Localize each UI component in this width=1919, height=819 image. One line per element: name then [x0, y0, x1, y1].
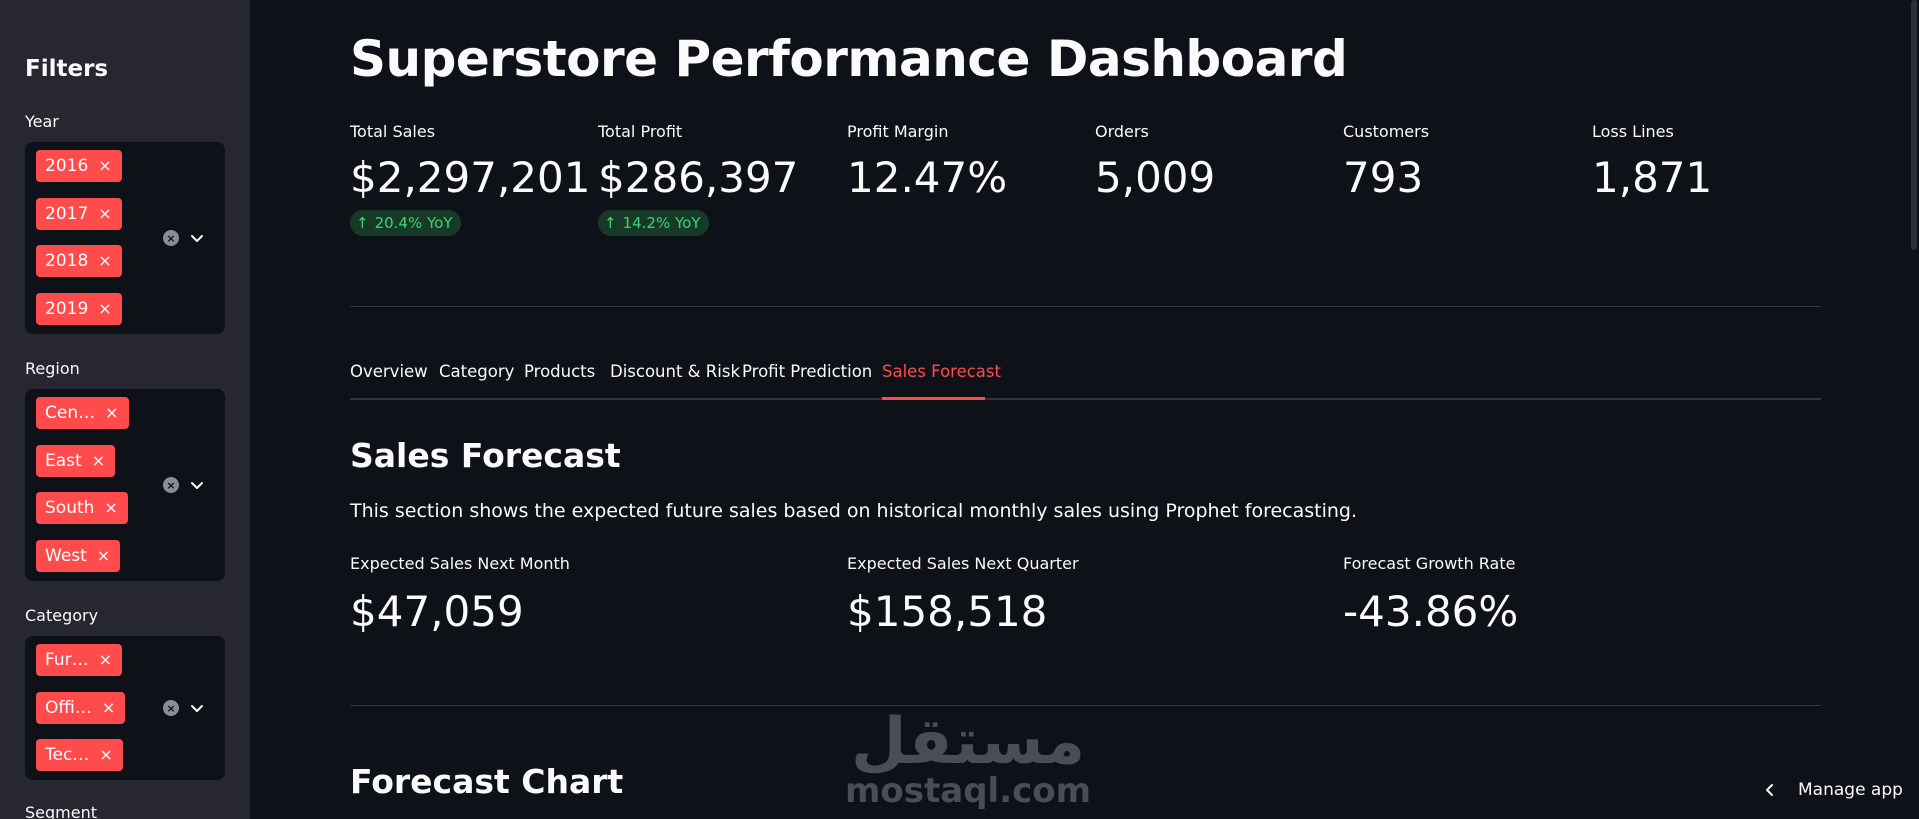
kpi-value: 793	[1343, 153, 1424, 202]
chip-year-2019[interactable]: 2019 ×	[36, 293, 122, 325]
chip-year-2016[interactable]: 2016 ×	[36, 150, 122, 182]
close-icon[interactable]: ×	[96, 546, 111, 565]
active-tab-indicator	[882, 397, 985, 400]
metric-value: -43.86%	[1343, 587, 1519, 636]
close-icon[interactable]: ×	[98, 156, 112, 175]
kpi-value: $2,297,201	[350, 153, 591, 202]
metric-value: $158,518	[847, 587, 1048, 636]
sidebar: Filters Year 2016 × 2017 × 2018 × 2019 × × R…	[0, 0, 250, 819]
kpi-delta-badge: ↑ 14.2% YoY	[598, 210, 709, 236]
close-icon[interactable]: ×	[101, 698, 116, 717]
tab-overview[interactable]: Overview	[350, 362, 428, 381]
clear-all-icon[interactable]: ×	[163, 230, 179, 246]
tab-products[interactable]: Products	[524, 362, 596, 381]
divider	[350, 306, 1821, 307]
close-icon[interactable]: ×	[105, 403, 119, 422]
close-icon[interactable]: ×	[104, 498, 118, 517]
kpi-total-profit: Total Profit $286,397 ↑ 14.2% YoY	[598, 122, 838, 236]
kpi-delta-badge: ↑ 20.4% YoY	[350, 210, 461, 236]
tab-profit-prediction[interactable]: Profit Prediction	[742, 362, 873, 381]
page-title: Superstore Performance Dashboard	[350, 30, 1348, 88]
kpi-value: 12.47%	[847, 153, 1008, 202]
watermark-logo: مستقل mostaql.com	[845, 710, 1091, 808]
section-title: Sales Forecast	[350, 436, 621, 475]
chevron-down-icon[interactable]	[189, 477, 205, 493]
kpi-loss-lines: Loss Lines 1,871	[1592, 122, 1832, 202]
kpi-label: Orders	[1095, 122, 1149, 141]
chip-category-technology[interactable]: Tec… ×	[36, 739, 123, 771]
kpi-label: Total Sales	[350, 122, 436, 141]
clear-all-icon[interactable]: ×	[163, 477, 179, 493]
metric-label: Expected Sales Next Quarter	[847, 554, 1079, 573]
tab-bar-line	[350, 398, 1821, 400]
forecast-metric-next-quarter: Expected Sales Next Quarter $158,518	[847, 554, 1247, 636]
kpi-label: Loss Lines	[1592, 122, 1674, 141]
metric-value: $47,059	[350, 587, 524, 636]
chevron-left-icon	[1766, 784, 1773, 796]
kpi-label: Customers	[1343, 122, 1430, 141]
tab-discount-risk[interactable]: Discount & Risk	[610, 362, 740, 381]
filter-label-year: Year	[25, 112, 59, 131]
chip-region-central[interactable]: Cen… ×	[36, 397, 129, 429]
section-description: This section shows the expected future s…	[350, 500, 1358, 522]
chip-region-west[interactable]: West ×	[36, 540, 121, 572]
chevron-down-icon[interactable]	[189, 700, 205, 716]
kpi-total-sales: Total Sales $2,297,201 ↑ 20.4% YoY	[350, 122, 590, 236]
kpi-label: Total Profit	[598, 122, 683, 141]
multiselect-category[interactable]: Fur… × Offi… × Tec… × ×	[25, 636, 225, 780]
forecast-metric-next-month: Expected Sales Next Month $47,059	[350, 554, 750, 636]
chip-category-office[interactable]: Offi… ×	[36, 692, 126, 724]
filter-label-category: Category	[25, 606, 99, 625]
kpi-label: Profit Margin	[847, 122, 949, 141]
close-icon[interactable]: ×	[98, 251, 112, 270]
close-icon[interactable]: ×	[91, 451, 106, 470]
sidebar-title: Filters	[25, 56, 109, 82]
arrow-up-icon: ↑	[604, 213, 617, 232]
scrollbar[interactable]	[1911, 0, 1917, 250]
tab-category[interactable]: Category	[439, 362, 515, 381]
chart-section-title: Forecast Chart	[350, 762, 624, 801]
close-icon[interactable]: ×	[98, 299, 112, 318]
kpi-orders: Orders 5,009	[1095, 122, 1335, 202]
kpi-value: 5,009	[1095, 153, 1216, 202]
clear-all-icon[interactable]: ×	[163, 700, 179, 716]
chip-category-furniture[interactable]: Fur… ×	[36, 644, 123, 676]
metric-label: Expected Sales Next Month	[350, 554, 570, 573]
kpi-customers: Customers 793	[1343, 122, 1583, 202]
multiselect-region[interactable]: Cen… × East × South × West × ×	[25, 389, 225, 581]
arrow-up-icon: ↑	[356, 213, 369, 232]
chip-region-east[interactable]: East ×	[36, 445, 116, 477]
chevron-down-icon[interactable]	[189, 230, 205, 246]
chip-year-2018[interactable]: 2018 ×	[36, 245, 122, 277]
manage-app-button[interactable]: Manage app	[1762, 780, 1903, 800]
kpi-value: $286,397	[598, 153, 799, 202]
divider	[350, 705, 1821, 706]
tab-bar: Overview Category Products Discount & Ri…	[350, 352, 1821, 400]
kpi-profit-margin: Profit Margin 12.47%	[847, 122, 1087, 202]
chip-year-2017[interactable]: 2017 ×	[36, 198, 122, 230]
metric-label: Forecast Growth Rate	[1343, 554, 1516, 573]
watermark-latin: mostaql.com	[845, 771, 1092, 811]
close-icon[interactable]: ×	[98, 650, 113, 669]
multiselect-year[interactable]: 2016 × 2017 × 2018 × 2019 × ×	[25, 142, 225, 334]
close-icon[interactable]: ×	[98, 204, 112, 223]
chip-region-south[interactable]: South ×	[36, 492, 128, 524]
close-icon[interactable]: ×	[99, 745, 113, 764]
filter-label-region: Region	[25, 359, 80, 378]
kpi-value: 1,871	[1592, 153, 1713, 202]
forecast-metric-growth-rate: Forecast Growth Rate -43.86%	[1343, 554, 1743, 636]
watermark-arabic: مستقل	[851, 705, 1086, 779]
filter-label-segment: Segment	[25, 803, 97, 819]
tab-sales-forecast[interactable]: Sales Forecast	[882, 362, 1001, 381]
